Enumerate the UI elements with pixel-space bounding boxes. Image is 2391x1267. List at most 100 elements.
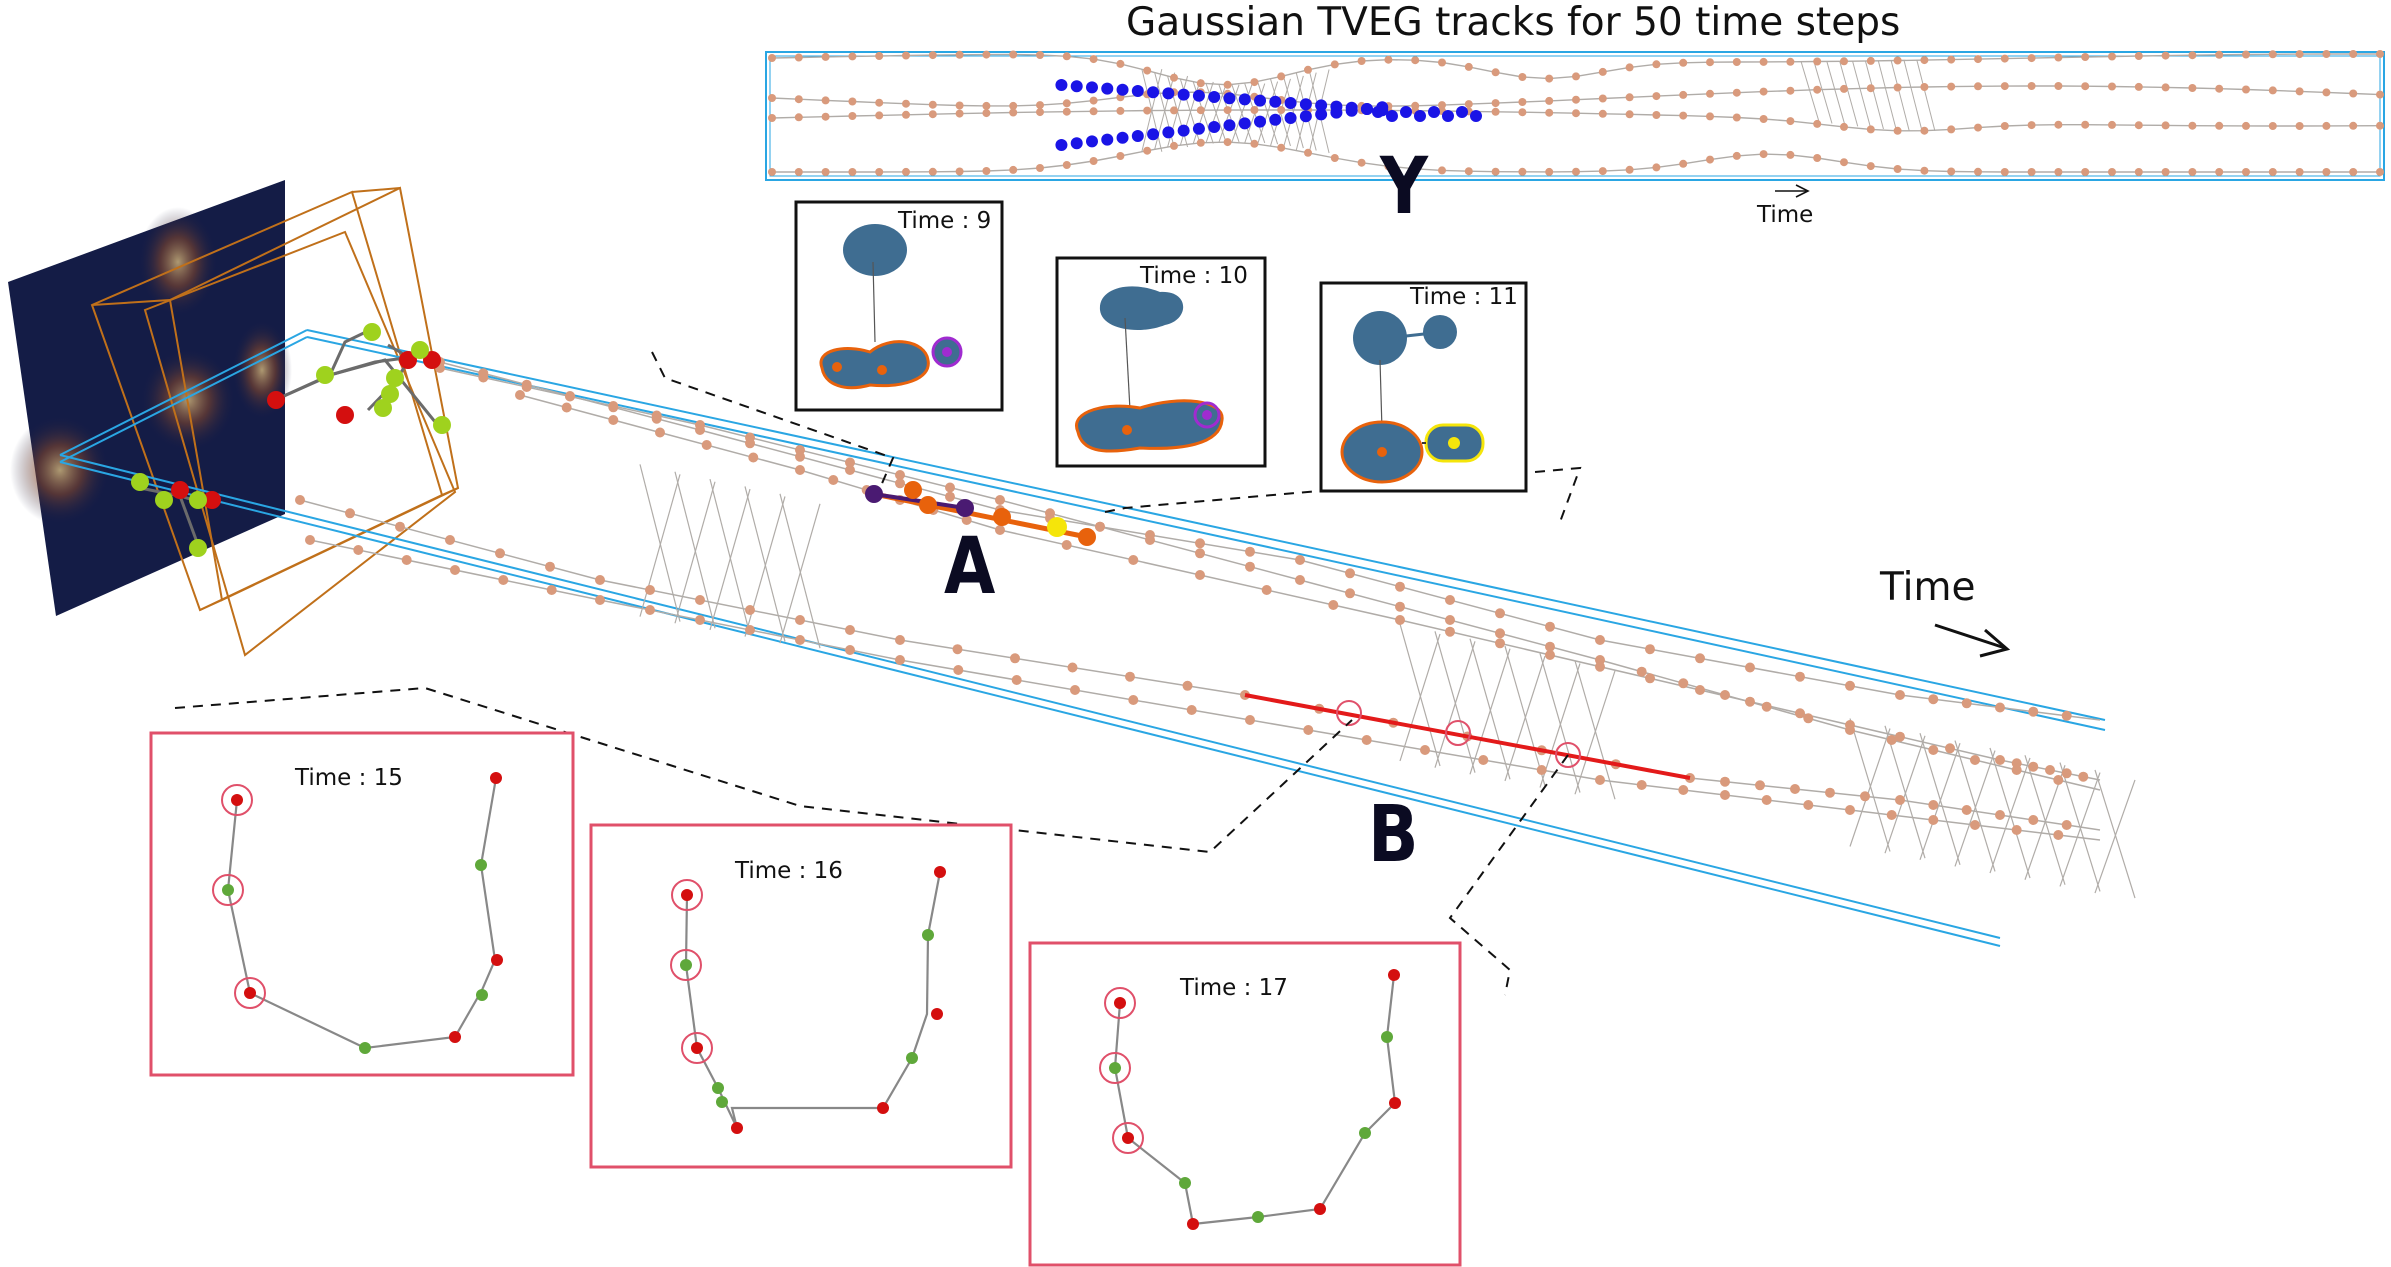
track-node [1089, 107, 1098, 116]
time-arrow [1934, 623, 2011, 658]
track-node [1786, 150, 1795, 159]
track-node [1250, 106, 1259, 114]
label-b: B [1368, 790, 1419, 880]
inset-label: Time : 16 [734, 858, 843, 884]
track-node [1491, 107, 1500, 116]
node-green [411, 341, 429, 359]
track-node [2108, 82, 2116, 91]
track-node [1895, 690, 1905, 700]
node-green [155, 491, 173, 509]
track-node [1250, 78, 1259, 87]
track-node [1598, 109, 1607, 118]
track-node [1598, 167, 1607, 176]
highlight-node [1284, 112, 1297, 124]
track-node [1089, 96, 1098, 105]
track-node [1128, 555, 1139, 565]
track-node [1920, 83, 1929, 91]
track-node [645, 585, 655, 595]
track-node [2188, 84, 2197, 92]
track-node [1061, 540, 1072, 550]
track-node [1250, 139, 1259, 148]
track-node [645, 605, 655, 615]
track-node [2081, 53, 2090, 61]
track-node [1840, 122, 1848, 131]
track-node [1893, 126, 1902, 135]
track-node [1245, 546, 1255, 557]
track-node [1195, 548, 1205, 559]
track-node [875, 98, 884, 107]
track-node [1652, 111, 1661, 119]
highlight-node [1055, 79, 1068, 91]
track-node [521, 382, 532, 392]
track-node [1895, 731, 1905, 742]
time-slab [59, 329, 2106, 947]
track-node [1974, 167, 1982, 176]
track-node [1893, 165, 1902, 173]
track-node [1196, 106, 1205, 115]
label-a: A [944, 522, 996, 612]
track-node [1518, 98, 1527, 106]
highlight-node [1269, 113, 1282, 126]
track-node [982, 167, 991, 175]
track-node [2242, 50, 2250, 59]
track-node [1545, 650, 1555, 660]
track-node [1357, 158, 1366, 167]
track-node [2028, 815, 2039, 825]
track-node [1445, 595, 1455, 605]
track-node [928, 51, 937, 60]
track-node [2161, 83, 2170, 92]
track-node [2161, 168, 2170, 176]
track-node [1395, 615, 1405, 625]
track-node [1947, 55, 1956, 64]
track-node [1223, 80, 1232, 89]
track-node [478, 372, 489, 383]
track-node [1545, 74, 1554, 83]
highlight-node [1223, 92, 1236, 105]
highlight-node [1162, 126, 1175, 139]
highlight-node [1101, 133, 1114, 146]
track-node [1732, 58, 1741, 66]
track-node [1036, 164, 1044, 172]
node-green [131, 473, 149, 491]
highlight-node [1238, 93, 1251, 106]
track-node [608, 415, 619, 425]
highlight-node [1070, 137, 1083, 150]
track-node [395, 521, 405, 532]
track-node [1866, 56, 1875, 65]
track-node [1860, 791, 1870, 802]
track-node [1070, 685, 1080, 695]
track-node [828, 475, 839, 485]
highlight-node [1254, 115, 1267, 128]
track-node [1625, 93, 1634, 102]
track-node [546, 585, 557, 595]
track-node [982, 101, 991, 110]
track-node [1706, 58, 1714, 67]
track-node [795, 465, 805, 475]
track-node [1893, 56, 1902, 65]
track-node [1695, 653, 1705, 664]
highlight-node [1131, 85, 1144, 97]
track-node [545, 561, 555, 572]
track-node [1195, 538, 1205, 549]
track-node [848, 52, 857, 61]
track-node [2061, 710, 2072, 721]
track-node [1545, 167, 1554, 176]
track-node [1920, 166, 1929, 175]
track-node [695, 420, 705, 430]
track-node [1695, 685, 1705, 695]
track-node [1970, 820, 1980, 830]
track-node [1045, 508, 1055, 519]
track-node [1790, 784, 1800, 794]
track-node [2349, 168, 2358, 176]
track-node [955, 50, 964, 59]
track-node [1445, 626, 1455, 637]
track-node [1464, 167, 1473, 176]
track-node [1761, 795, 1772, 805]
track-node [1420, 745, 1430, 755]
track-node [2295, 168, 2304, 176]
track-node [2053, 830, 2064, 840]
track-node [1595, 661, 1605, 672]
track-node [1961, 698, 1972, 709]
track-node [1062, 161, 1071, 169]
track-node [1920, 56, 1929, 65]
